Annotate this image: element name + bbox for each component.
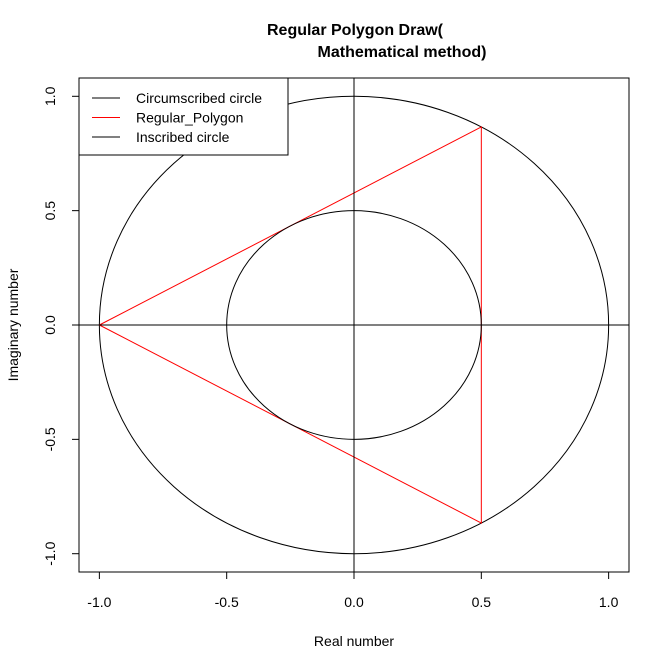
legend-entry-label: Circumscribed circle	[136, 90, 262, 106]
x-tick-label: 0.0	[344, 594, 364, 610]
y-tick-label: 1.0	[42, 86, 58, 106]
chart-title-line1: Regular Polygon Draw(	[267, 22, 444, 39]
y-axis: -1.0 -0.5 0.0 0.5 1.0	[42, 86, 80, 566]
x-axis: -1.0 -0.5 0.0 0.5 1.0	[87, 571, 619, 610]
x-tick-label: -0.5	[215, 594, 239, 610]
x-tick-label: -1.0	[87, 594, 111, 610]
x-axis-label: Real number	[314, 633, 394, 649]
plot-area	[79, 78, 629, 572]
y-tick-label: -1.0	[42, 541, 58, 565]
y-axis-label: Imaginary number	[5, 268, 21, 381]
legend-entry-label: Regular_Polygon	[136, 110, 243, 126]
legend: Circumscribed circle Regular_Polygon Inscr…	[78, 77, 289, 156]
x-tick-label: 1.0	[599, 594, 619, 610]
legend-entry-label: Inscribed circle	[136, 129, 230, 145]
legend-box	[78, 77, 289, 156]
y-tick-label: 0.5	[42, 201, 58, 221]
y-tick-label: -0.5	[42, 427, 58, 451]
x-tick-label: 0.5	[472, 594, 492, 610]
chart-title-line2: Mathematical method)	[318, 44, 487, 61]
y-tick-label: 0.0	[42, 315, 58, 335]
